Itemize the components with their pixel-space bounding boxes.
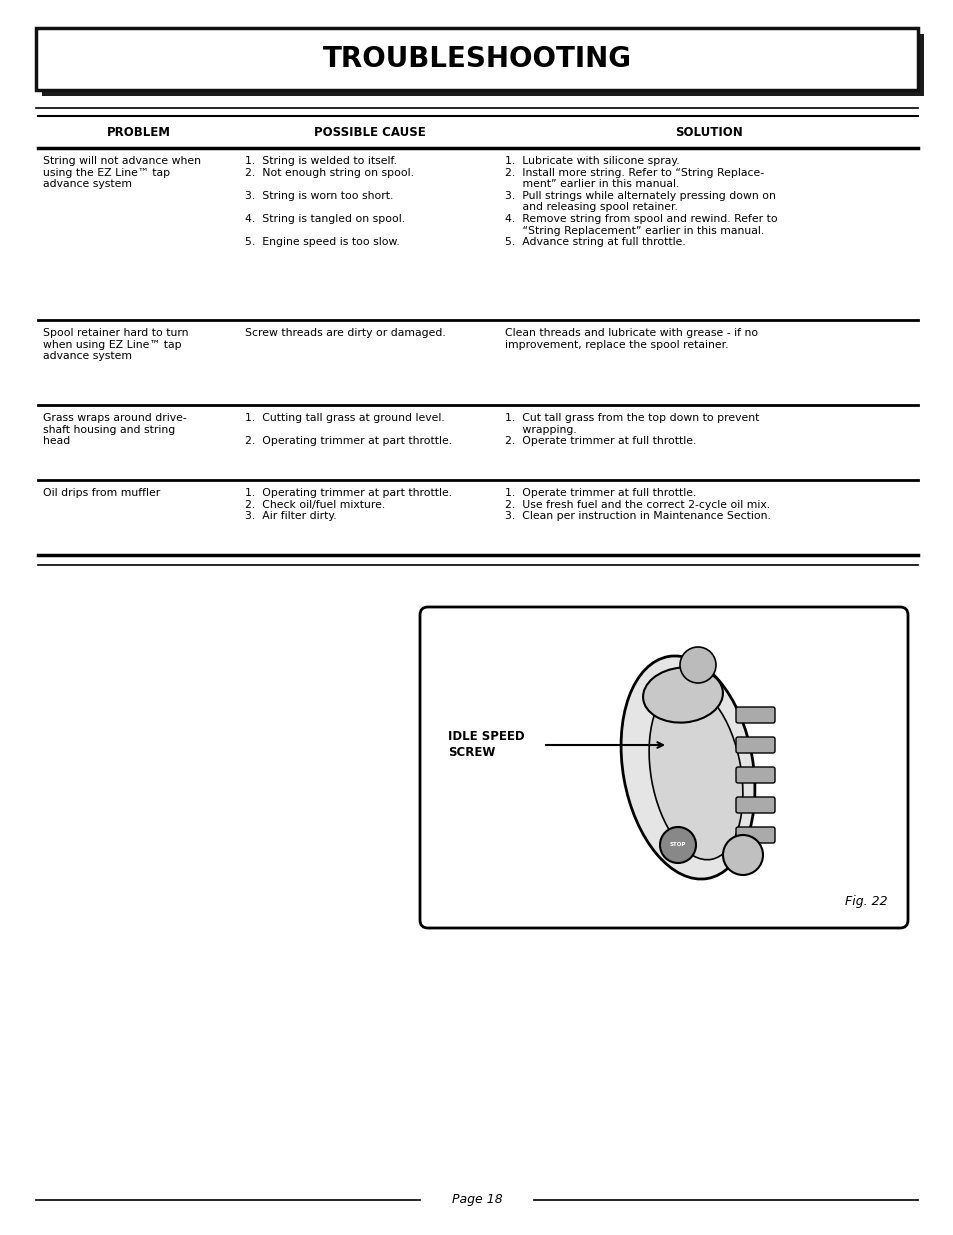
FancyBboxPatch shape — [735, 737, 774, 753]
FancyBboxPatch shape — [419, 606, 907, 927]
Text: 1.  Operating trimmer at part throttle.
2.  Check oil/fuel mixture.
3.  Air filt: 1. Operating trimmer at part throttle. 2… — [245, 488, 452, 521]
Text: 1.  Operate trimmer at full throttle.
2.  Use fresh fuel and the correct 2-cycle: 1. Operate trimmer at full throttle. 2. … — [504, 488, 770, 521]
FancyBboxPatch shape — [735, 827, 774, 844]
Text: 1.  Cutting tall grass at ground level.

2.  Operating trimmer at part throttle.: 1. Cutting tall grass at ground level. 2… — [245, 412, 452, 446]
Text: PROBLEM: PROBLEM — [107, 126, 171, 138]
Circle shape — [659, 827, 696, 863]
Ellipse shape — [620, 656, 754, 879]
Ellipse shape — [642, 667, 722, 722]
Text: Oil drips from muffler: Oil drips from muffler — [43, 488, 160, 498]
Text: 1.  String is welded to itself.
2.  Not enough string on spool.

3.  String is w: 1. String is welded to itself. 2. Not en… — [245, 156, 414, 247]
FancyBboxPatch shape — [735, 706, 774, 722]
Text: TROUBLESHOOTING: TROUBLESHOOTING — [322, 44, 631, 73]
Text: 1.  Cut tall grass from the top down to prevent
     wrapping.
2.  Operate trimm: 1. Cut tall grass from the top down to p… — [504, 412, 759, 446]
Text: Spool retainer hard to turn
when using EZ Line™ tap
advance system: Spool retainer hard to turn when using E… — [43, 329, 189, 361]
Text: 1.  Lubricate with silicone spray.
2.  Install more string. Refer to “String Rep: 1. Lubricate with silicone spray. 2. Ins… — [504, 156, 777, 247]
Text: Page 18: Page 18 — [451, 1193, 502, 1207]
Text: IDLE SPEED
SCREW: IDLE SPEED SCREW — [448, 730, 524, 760]
Circle shape — [722, 835, 762, 876]
Text: STOP: STOP — [669, 842, 685, 847]
Circle shape — [679, 647, 716, 683]
Text: Screw threads are dirty or damaged.: Screw threads are dirty or damaged. — [245, 329, 445, 338]
Text: Clean threads and lubricate with grease - if no
improvement, replace the spool r: Clean threads and lubricate with grease … — [504, 329, 758, 350]
Text: SOLUTION: SOLUTION — [675, 126, 742, 138]
Text: Grass wraps around drive-
shaft housing and string
head: Grass wraps around drive- shaft housing … — [43, 412, 187, 446]
Text: POSSIBLE CAUSE: POSSIBLE CAUSE — [314, 126, 425, 138]
FancyBboxPatch shape — [735, 767, 774, 783]
FancyBboxPatch shape — [735, 797, 774, 813]
Ellipse shape — [648, 685, 742, 860]
Text: Fig. 22: Fig. 22 — [844, 895, 887, 909]
Bar — [42, 35, 923, 96]
Bar — [36, 28, 917, 90]
Text: String will not advance when
using the EZ Line™ tap
advance system: String will not advance when using the E… — [43, 156, 201, 189]
